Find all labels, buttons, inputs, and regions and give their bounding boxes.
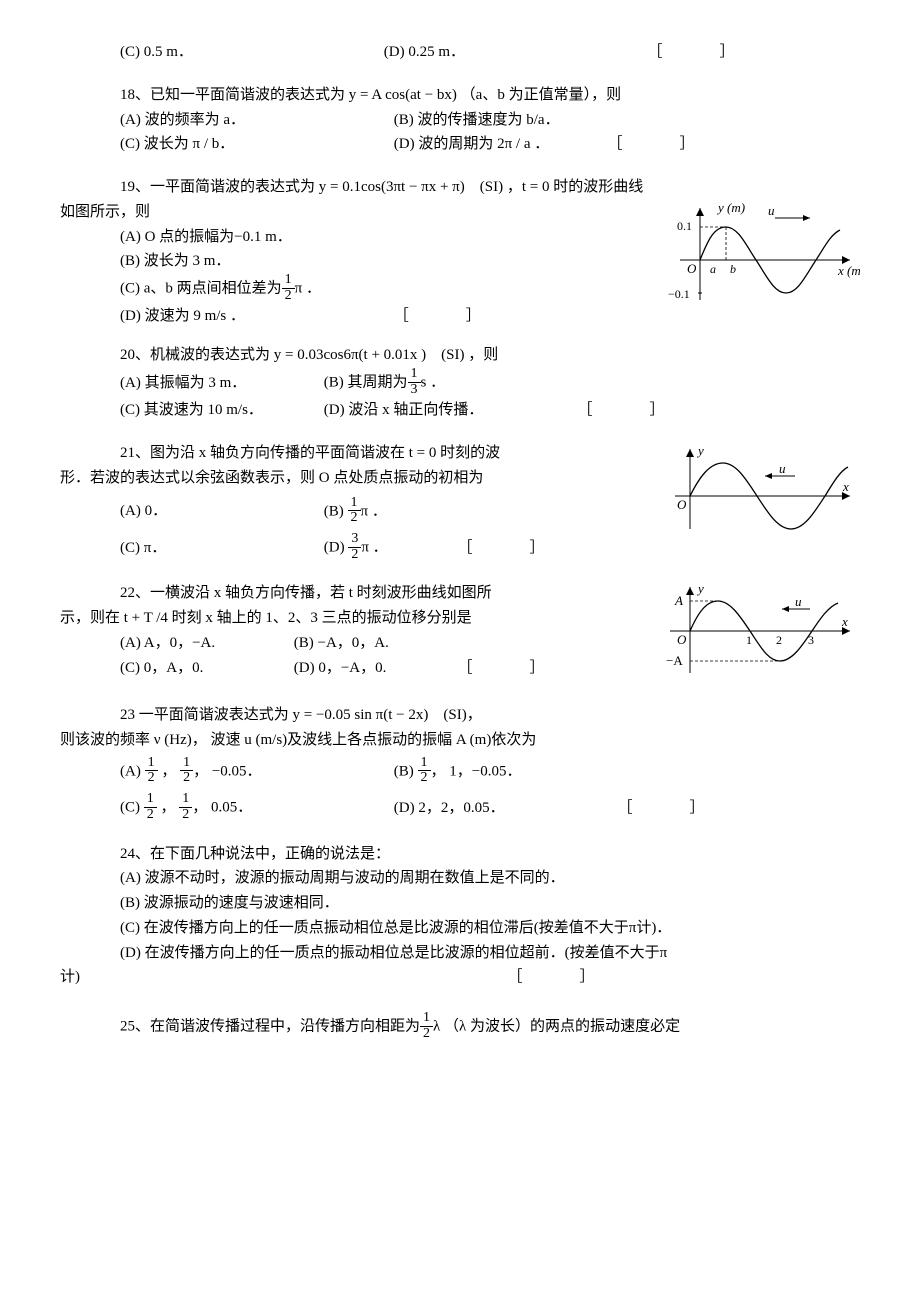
svg-text:y: y: [696, 443, 704, 458]
q20-optD: (D) 波沿 x 轴正向传播．: [324, 398, 574, 423]
svg-text:3: 3: [808, 633, 814, 647]
q23-optB: (B) 12， 1，−0.05．: [394, 757, 522, 787]
svg-text:0.1: 0.1: [677, 219, 692, 233]
q19-stem-b: 如图所示，则: [60, 200, 650, 225]
q17-bracket: ［ ］: [648, 40, 738, 65]
q17-options: (C) 0.5 m． (D) 0.25 m． ［ ］: [60, 40, 860, 65]
q21-stem-a: 21、图为沿 x 轴负方向传播的平面简谐波在 t = 0 时刻的波: [60, 441, 655, 466]
q20-optC: (C) 其波速为 10 m/s．: [120, 398, 320, 423]
svg-text:−A: −A: [666, 653, 683, 668]
svg-text:O: O: [687, 261, 697, 276]
svg-text:x (m): x (m): [837, 263, 860, 278]
q20-optA: (A) 其振幅为 3 m．: [120, 371, 320, 396]
svg-text:x: x: [842, 479, 849, 494]
svg-text:1: 1: [746, 633, 752, 647]
svg-text:O: O: [677, 497, 687, 512]
q20-optB: (B) 其周期为13s ．: [324, 368, 445, 398]
q19-optD: (D) 波速为 9 m/s ．: [120, 304, 390, 329]
q23-bracket: ［ ］: [618, 796, 708, 821]
q22-bracket: ［ ］: [458, 656, 548, 681]
q24-bracket: ［ ］: [508, 965, 598, 990]
q24: 24、在下面几种说法中，正确的说法是： (A) 波源不动时，波源的振动周期与波动…: [60, 842, 860, 991]
q19-optA: (A) O 点的振幅为−0.1 m．: [60, 225, 650, 250]
q21-bracket: ［ ］: [458, 536, 548, 561]
q22-optD: (D) 0，−A，0.: [294, 656, 454, 681]
q21-stem-b: 形．若波的表达式以余弦函数表示，则 O 点处质点振动的初相为: [60, 466, 655, 491]
svg-text:a: a: [710, 262, 716, 276]
svg-text:O: O: [677, 632, 687, 647]
q24-optA: (A) 波源不动时，波源的振动周期与波动的周期在数值上是不同的．: [60, 866, 860, 891]
q23: 23 一平面简谐波表达式为 y = −0.05 sin π(t − 2x) (S…: [60, 703, 860, 823]
q21-figure: y x u O: [665, 441, 860, 536]
q21-optA: (A) 0．: [120, 499, 320, 524]
q19-stem-a: 19、一平面简谐波的表达式为 y = 0.1cos(3πt − πx + π) …: [60, 175, 860, 200]
svg-text:u: u: [779, 461, 786, 476]
q20-stem: 20、机械波的表达式为 y = 0.03cos6π(t + 0.01x ) (S…: [60, 343, 860, 368]
q21-optB: (B) 12π ．: [324, 497, 387, 527]
q24-optC: (C) 在波传播方向上的任一质点振动相位总是比波源的相位滞后(按差值不大于π计)…: [60, 916, 860, 941]
q19-bracket: ［ ］: [394, 304, 484, 329]
svg-text:u: u: [768, 203, 775, 218]
q24-optB: (B) 波源振动的速度与波速相同．: [60, 891, 860, 916]
q23-optC: (C) 12 ， 12， 0.05．: [120, 793, 390, 823]
q22-optA: (A) A，0，−A.: [120, 631, 290, 656]
q19-optB: (B) 波长为 3 m．: [60, 249, 650, 274]
q22-optC: (C) 0，A，0.: [120, 656, 290, 681]
q22: 22、一横波沿 x 轴负方向传播，若 t 时刻波形曲线如图所 示，则在 t + …: [60, 581, 860, 681]
q23-stem-a: 23 一平面简谐波表达式为 y = −0.05 sin π(t − 2x) (S…: [60, 703, 860, 728]
q19: 19、一平面简谐波的表达式为 y = 0.1cos(3πt − πx + π) …: [60, 175, 860, 329]
q24-optD-b: 计): [60, 969, 80, 985]
svg-text:A: A: [674, 593, 683, 608]
q19-optC: (C) a、b 两点间相位差为12π ．: [60, 274, 650, 304]
svg-text:x: x: [841, 614, 848, 629]
q22-figure: y x u O A −A 1 2 3: [660, 581, 860, 681]
q20: 20、机械波的表达式为 y = 0.03cos6π(t + 0.01x ) (S…: [60, 343, 860, 423]
q18-optA: (A) 波的频率为 a．: [120, 108, 390, 133]
q25-stem: 25、在简谐波传播过程中，沿传播方向相距为12λ （λ 为波长）的两点的振动速度…: [60, 1012, 860, 1042]
q23-stem-b: 则该波的频率 ν (Hz)， 波速 u (m/s)及波线上各点振动的振幅 A (…: [60, 728, 860, 753]
q23-optA: (A) 12 ， 12， −0.05．: [120, 757, 390, 787]
q18-optC: (C) 波长为 π / b．: [120, 132, 390, 157]
q17-optD: (D) 0.25 m．: [384, 40, 644, 65]
q24-stem: 24、在下面几种说法中，正确的说法是：: [60, 842, 860, 867]
svg-text:−0.1: −0.1: [668, 287, 690, 301]
q24-optD-a: (D) 在波传播方向上的任一质点的振动相位总是比波源的相位超前．(按差值不大于π: [60, 941, 860, 966]
q21: 21、图为沿 x 轴负方向传播的平面简谐波在 t = 0 时刻的波 形．若波的表…: [60, 441, 860, 563]
q18: 18、已知一平面简谐波的表达式为 y = A cos(at − bx) （a、b…: [60, 83, 860, 157]
svg-text:b: b: [730, 262, 736, 276]
q18-stem: 18、已知一平面简谐波的表达式为 y = A cos(at − bx) （a、b…: [60, 83, 860, 108]
q18-bracket: ［ ］: [608, 132, 698, 157]
q22-stem-b: 示，则在 t + T /4 时刻 x 轴上的 1、2、3 三点的振动位移分别是: [60, 606, 650, 631]
q18-optD: (D) 波的周期为 2π / a ．: [394, 132, 604, 157]
q22-optB: (B) −A，0，A.: [294, 631, 389, 656]
q25: 25、在简谐波传播过程中，沿传播方向相距为12λ （λ 为波长）的两点的振动速度…: [60, 1012, 860, 1042]
svg-text:2: 2: [776, 633, 782, 647]
svg-text:y: y: [696, 581, 704, 596]
q18-optB: (B) 波的传播速度为 b/a．: [394, 108, 560, 133]
q23-optD: (D) 2，2，0.05．: [394, 796, 614, 821]
q19-figure: y (m) x (m) u 0.1 −0.1 O a b: [660, 200, 860, 310]
svg-text:u: u: [795, 594, 802, 609]
q21-optC: (C) π．: [120, 536, 320, 561]
q22-stem-a: 22、一横波沿 x 轴负方向传播，若 t 时刻波形曲线如图所: [60, 581, 650, 606]
svg-text:y (m): y (m): [716, 200, 745, 215]
q21-optD: (D) 32π ．: [324, 533, 454, 563]
q17-optC: (C) 0.5 m．: [120, 40, 380, 65]
q20-bracket: ［ ］: [578, 398, 668, 423]
